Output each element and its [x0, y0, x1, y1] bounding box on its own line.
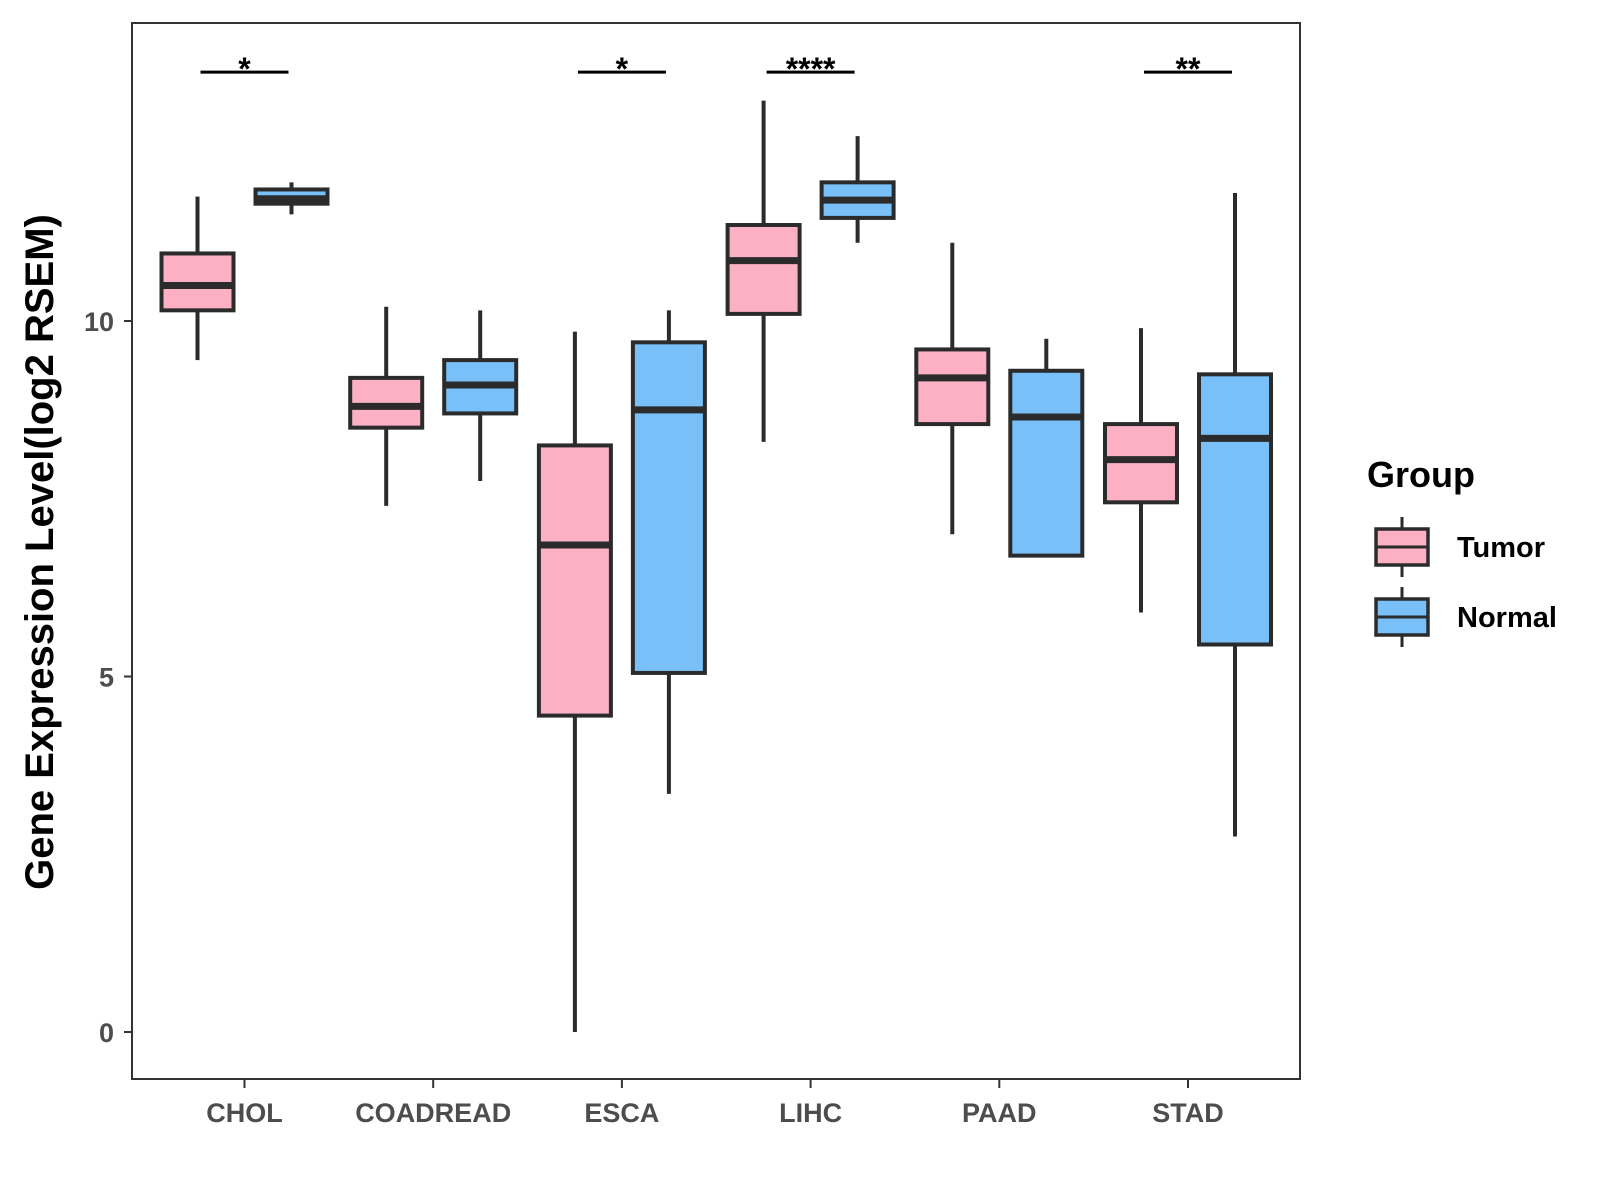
legend-keys: Tumor Normal: [1374, 517, 1557, 647]
significance-label: *: [616, 51, 629, 87]
box-normal-esca: [630, 310, 707, 794]
box-tumor-esca: [536, 331, 613, 1032]
box-iqr: [1103, 422, 1179, 505]
x-category-label: COADREAD: [355, 1098, 511, 1128]
x-category-label: LIHC: [779, 1098, 842, 1128]
significance-label: *: [238, 51, 251, 87]
box-iqr: [348, 375, 425, 430]
x-axis: CHOL COADREAD ESCA LIHC PAAD STAD: [206, 1079, 1224, 1128]
x-category-label: STAD: [1152, 1098, 1224, 1128]
box-iqr: [630, 340, 707, 675]
x-category-label: PAAD: [962, 1098, 1037, 1128]
box-tumor-coadread: [348, 306, 425, 506]
box-tumor-chol: [159, 196, 236, 361]
box-iqr: [1197, 372, 1273, 647]
box-normal-chol: [253, 182, 330, 215]
box-iqr: [725, 223, 802, 316]
box-iqr: [159, 251, 236, 313]
box-iqr: [536, 443, 613, 718]
box-tumor-stad: [1103, 328, 1179, 613]
box-normal-stad: [1197, 193, 1273, 837]
box-normal-coadread: [442, 310, 519, 481]
x-category-label: ESCA: [584, 1098, 659, 1128]
y-tick-label: 5: [99, 663, 114, 693]
y-tick-label: 10: [84, 307, 114, 337]
y-axis: 0 5 10: [84, 307, 132, 1048]
significance-label: **: [1176, 51, 1201, 87]
box-iqr: [914, 347, 991, 427]
legend: Group Tumor Normal: [1367, 454, 1557, 647]
box-iqr: [1008, 368, 1085, 558]
legend-title: Group: [1367, 454, 1475, 495]
legend-label-normal: Normal: [1457, 602, 1557, 634]
box-tumor-paad: [914, 242, 991, 535]
box-normal-lihc: [819, 136, 896, 243]
box-series-group: [159, 100, 1273, 1032]
box-normal-paad: [1008, 338, 1085, 558]
plot-panel: [131, 22, 1301, 1080]
significance-annotations: * * **** **: [200, 51, 1232, 87]
significance-label: ****: [786, 51, 836, 87]
x-category-label: CHOL: [206, 1098, 283, 1128]
y-axis-title: Gene Expression Level(log2 RSEM): [18, 214, 62, 890]
legend-label-tumor: Tumor: [1457, 532, 1545, 564]
y-tick-label: 0: [99, 1018, 114, 1048]
box-tumor-lihc: [725, 100, 802, 442]
